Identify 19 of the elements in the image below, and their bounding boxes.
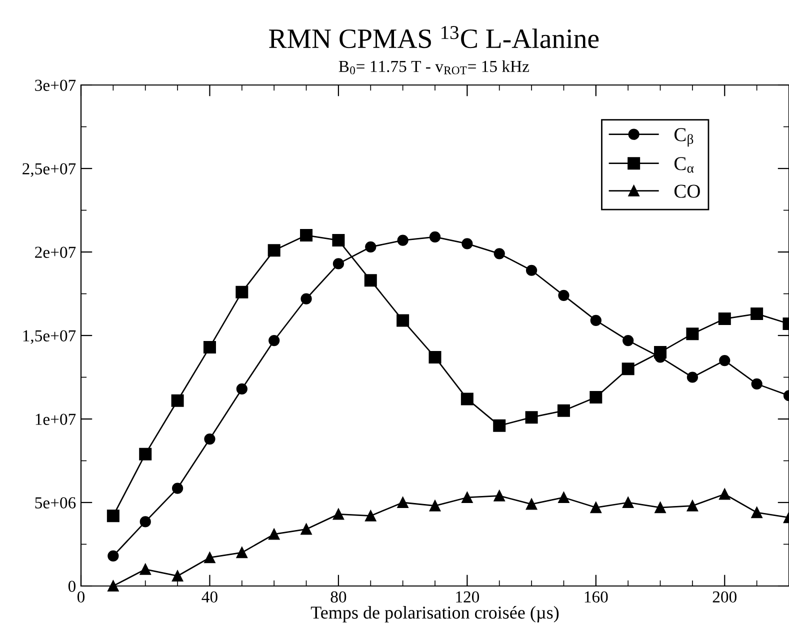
- chart-title: RMN CPMAS $^{13}$C L-Alanine: [269, 26, 599, 48]
- y-tick-label: 1e+07: [36, 414, 76, 425]
- x-tick-label: 120: [456, 591, 480, 603]
- y-tick-label: 2,5e+07: [22, 163, 76, 177]
- x-axis-title: Temps de polarisation croisée (µs): [310, 606, 559, 622]
- y-tick-label: 0: [68, 580, 76, 592]
- x-tick-label: 40: [202, 591, 218, 603]
- legend-label: CO: [674, 184, 700, 198]
- y-tick-label: 1,5e+07: [23, 330, 76, 344]
- x-tick-label: 160: [584, 591, 608, 603]
- y-tick-label: 3e+07: [35, 80, 76, 91]
- y-tick-label: 2e+07: [35, 246, 76, 258]
- y-tick-label: 5e+06: [35, 497, 76, 508]
- x-tick-label: 200: [712, 591, 736, 603]
- legend-label: C$_{α}$: [674, 157, 694, 173]
- chart-subtitle: B$_{0}$= 11.75 T - v$_{ROT}$= 15 kHz: [338, 60, 530, 74]
- legend-label: C$_{β}$: [674, 128, 694, 147]
- x-tick-label: 0: [77, 591, 85, 603]
- x-tick-label: 80: [330, 591, 346, 603]
